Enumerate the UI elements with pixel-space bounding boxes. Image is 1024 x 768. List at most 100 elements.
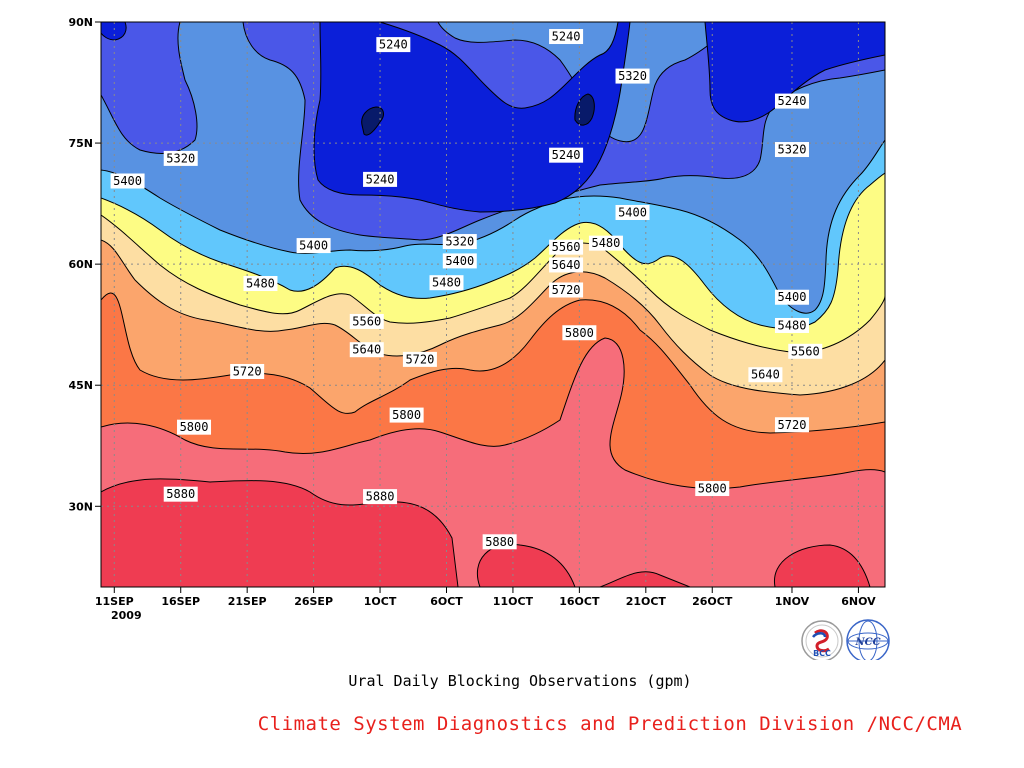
x-axis-year-label: 2009 <box>111 609 142 622</box>
contour-label: 5560 <box>788 343 823 359</box>
contour-label: 5240 <box>549 147 584 163</box>
contour-label: 5560 <box>549 239 584 255</box>
contour-label-box <box>549 282 584 298</box>
contour-label-box <box>163 486 198 502</box>
contour-label-text: 5640 <box>352 343 381 357</box>
contour-label: 5400 <box>774 289 809 305</box>
contour-label-text: 5720 <box>778 418 807 432</box>
contour-label: 5880 <box>482 534 517 550</box>
contour-label-box <box>482 534 517 550</box>
contour-label: 5800 <box>562 325 597 341</box>
contour-label-text: 5880 <box>166 487 195 501</box>
bcc-logo: BCC <box>801 620 843 660</box>
contour-label-box <box>363 489 398 505</box>
contour-label-box <box>349 342 384 358</box>
contour-label: 5480 <box>429 275 464 291</box>
contour-label: 5640 <box>549 257 584 273</box>
x-axis: 11SEP 16SEP 21SEP 26SEP 1OCT 6OCT 11OCT 16OCT 21… <box>95 587 876 608</box>
x-tick-label: 11OCT <box>493 595 534 608</box>
contour-label-box <box>349 313 384 329</box>
x-tick-label: 16SEP <box>161 595 200 608</box>
y-tick-label: 60N <box>68 258 93 271</box>
contour-label-text: 5480 <box>246 277 275 291</box>
contour-label: 5720 <box>774 417 809 433</box>
contour-label-text: 5320 <box>166 151 195 165</box>
contour-label-box <box>615 68 650 84</box>
contour-label-box <box>774 317 809 333</box>
contour-label-box <box>243 276 278 292</box>
x-tick-label: 26OCT <box>692 595 733 608</box>
contour-label-box <box>363 171 398 187</box>
contour-label: 5880 <box>163 486 198 502</box>
contour-label: 5480 <box>243 276 278 292</box>
chart-credit: Climate System Diagnostics and Predictio… <box>257 713 963 735</box>
contour-label-box <box>376 37 411 53</box>
contour-label-text: 5560 <box>791 344 820 358</box>
contour-label-text: 5240 <box>366 172 395 186</box>
x-tick-label: 6NOV <box>841 595 876 608</box>
x-tick-label: 21SEP <box>228 595 267 608</box>
plot-frame <box>100 21 886 588</box>
contour-label: 5720 <box>549 282 584 298</box>
y-tick-label: 30N <box>68 500 93 513</box>
contour-label-box <box>748 367 783 383</box>
contour-label: 5320 <box>442 234 477 250</box>
contour-chart: 11SEP 16SEP 21SEP 26SEP 1OCT 6OCT 11OCT 16OCT 21… <box>68 16 890 660</box>
contour-label: 5400 <box>110 173 145 189</box>
contour-label-text: 5640 <box>552 258 581 272</box>
contour-label: 5240 <box>549 29 584 45</box>
contour-label-text: 5480 <box>591 236 620 250</box>
contour-label: 5640 <box>349 342 384 358</box>
contour-label: 5240 <box>363 171 398 187</box>
contour-label-text: 5800 <box>392 408 421 422</box>
x-tick-label: 26SEP <box>294 595 333 608</box>
y-tick-label: 90N <box>68 16 93 29</box>
contour-label-box <box>774 142 809 158</box>
contour-label-box <box>230 363 265 379</box>
contour-label-text: 5400 <box>299 239 328 253</box>
contour-label-text: 5880 <box>485 535 514 549</box>
contour-label-box <box>774 289 809 305</box>
contour-label-text: 5880 <box>366 490 395 504</box>
contour-label-box <box>110 173 145 189</box>
x-tick-label: 11SEP <box>95 595 134 608</box>
contour-label: 5480 <box>774 317 809 333</box>
chart-title: Ural Daily Blocking Observations (gpm) <box>348 672 692 690</box>
x-tick-label: 6OCT <box>430 595 463 608</box>
contour-label-box <box>442 234 477 250</box>
contour-label-box <box>389 407 424 423</box>
plot-area <box>101 22 885 587</box>
contour-label: 5800 <box>177 419 212 435</box>
y-tick-label: 45N <box>68 379 93 392</box>
contour-label-box <box>549 239 584 255</box>
contour-label-text: 5800 <box>565 326 594 340</box>
contour-label: 5320 <box>774 142 809 158</box>
contour-label-box <box>296 238 331 254</box>
contour-label-box <box>562 325 597 341</box>
contour-label: 5240 <box>774 93 809 109</box>
contour-label-text: 5720 <box>552 283 581 297</box>
contour-label-box <box>549 147 584 163</box>
contour-label-text: 5320 <box>618 69 647 83</box>
contour-label-box <box>429 275 464 291</box>
contour-label-text: 5400 <box>618 205 647 219</box>
x-tick-label: 16OCT <box>559 595 600 608</box>
band-below-5240 <box>101 22 885 213</box>
band-darkest-core <box>361 93 595 136</box>
contour-label: 5480 <box>588 235 623 251</box>
contour-label: 5400 <box>296 238 331 254</box>
y-axis: 30N 45N 60N 75N 90N <box>68 16 101 513</box>
contour-label-text: 5480 <box>432 276 461 290</box>
contour-label-text: 5720 <box>233 364 262 378</box>
contour-label-text: 5800 <box>180 420 209 434</box>
contour-label-box <box>549 257 584 273</box>
x-tick-label: 1NOV <box>775 595 810 608</box>
contour-label-box <box>695 481 730 497</box>
x-tick-label: 21OCT <box>626 595 667 608</box>
contour-label-box <box>774 93 809 109</box>
x-tick-label: 1OCT <box>364 595 397 608</box>
contour-label-text: 5240 <box>778 94 807 108</box>
contour-label: 5720 <box>402 351 437 367</box>
contour-label: 5640 <box>748 367 783 383</box>
contour-label-text: 5480 <box>778 318 807 332</box>
